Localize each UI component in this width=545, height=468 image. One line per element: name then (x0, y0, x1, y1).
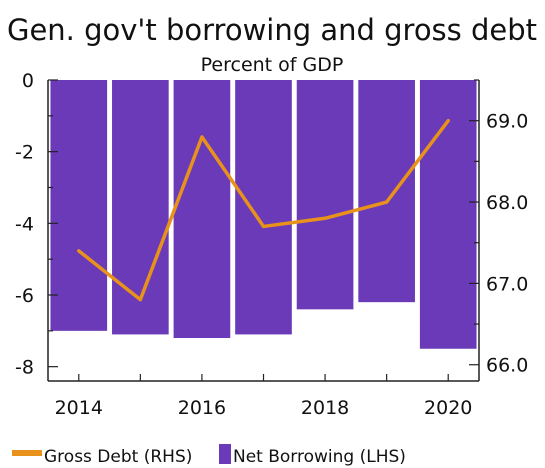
legend: Gross Debt (RHS) Net Borrowing (LHS) (12, 444, 406, 467)
chart-subtitle: Percent of GDP (201, 54, 344, 76)
bars-layer (50, 80, 476, 349)
x-tick-label: 2014 (55, 397, 103, 419)
legend-debt-swatch (12, 450, 42, 456)
right-tick-label: 66.0 (486, 355, 528, 377)
bar-2016 (174, 80, 231, 338)
gross-debt-point-2015 (139, 298, 142, 301)
right-tick-label: 69.0 (486, 111, 528, 133)
gross-debt-point-2014 (77, 249, 80, 252)
x-tick-label: 2020 (424, 397, 472, 419)
bar-2017 (235, 80, 292, 334)
legend-debt-label: Gross Debt (RHS) (44, 447, 192, 467)
gross-debt-point-2017 (262, 225, 265, 228)
chart-title: Gen. gov't borrowing and gross debt (7, 13, 537, 47)
bar-2018 (297, 80, 354, 309)
left-tick-label: -4 (15, 213, 34, 235)
left-tick-label: -8 (15, 357, 34, 379)
gross-debt-point-2020 (447, 119, 450, 122)
legend-borrowing-swatch (219, 444, 231, 464)
left-tick-label: -2 (15, 142, 34, 164)
left-tick-label: 0 (22, 70, 34, 92)
bar-2014 (50, 80, 107, 331)
x-tick-label: 2018 (301, 397, 349, 419)
x-tick-label: 2016 (178, 397, 226, 419)
left-tick-label: -6 (15, 285, 34, 307)
gross-debt-point-2019 (385, 201, 388, 204)
gross-debt-point-2018 (324, 217, 327, 220)
gross-debt-point-2016 (200, 135, 203, 138)
right-tick-label: 68.0 (486, 192, 528, 214)
legend-borrowing-label: Net Borrowing (LHS) (233, 447, 406, 467)
bar-2019 (358, 80, 415, 302)
right-tick-label: 67.0 (486, 273, 528, 295)
